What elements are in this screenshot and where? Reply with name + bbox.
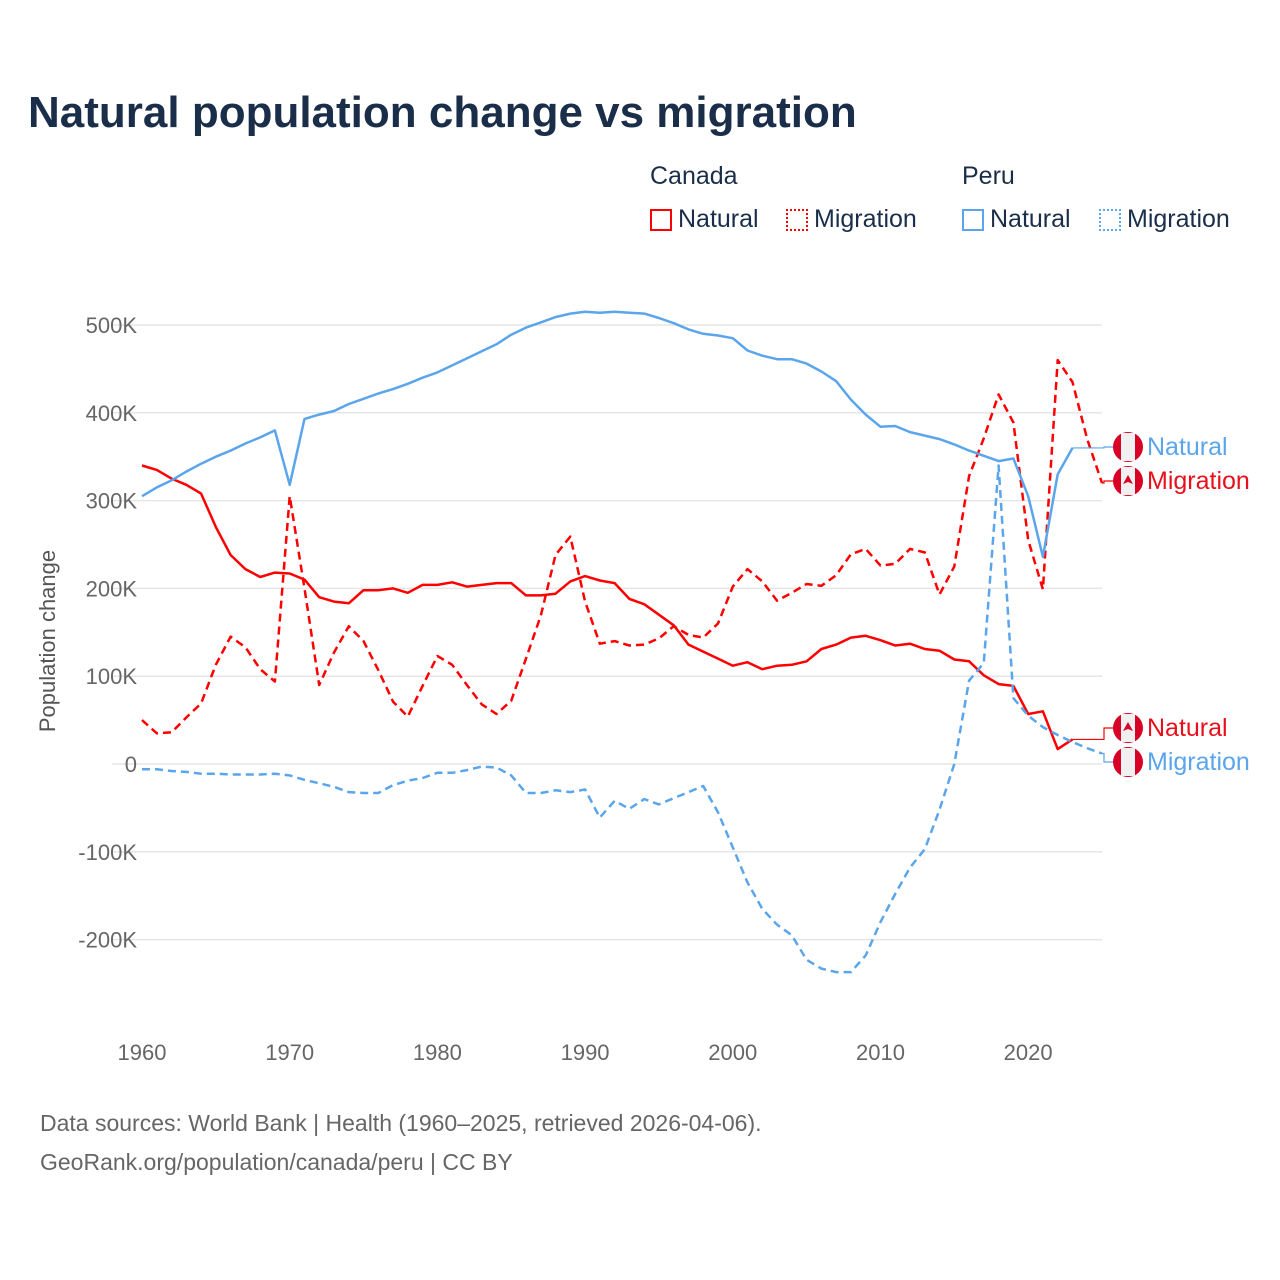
x-tick-label: 2000 <box>708 1040 757 1065</box>
legend-canada-migration[interactable]: Migration <box>786 205 917 234</box>
series-end-label: Natural <box>1147 433 1228 461</box>
x-tick-label: 1970 <box>265 1040 314 1065</box>
x-tick-label: 2010 <box>856 1040 905 1065</box>
legend-canada-natural[interactable]: Natural <box>650 205 759 234</box>
series-end-label: Migration <box>1147 748 1250 776</box>
label-connector <box>1102 752 1114 763</box>
legend-group-canada: Canada <box>650 162 738 190</box>
legend-label: Migration <box>1127 205 1230 233</box>
y-tick-label: 100K <box>86 664 138 689</box>
x-tick-label: 1960 <box>118 1040 167 1065</box>
legend-swatch-solid-blue <box>962 208 984 231</box>
series-end-label: Migration <box>1147 467 1250 495</box>
y-tick-label: -200K <box>78 928 137 953</box>
legend-peru-migration[interactable]: Migration <box>1099 205 1230 234</box>
legend-swatch-dotted-red <box>786 208 808 231</box>
maple-leaf-icon <box>1123 722 1133 731</box>
y-tick-label: 400K <box>86 401 138 426</box>
series-line-peru-migration <box>142 464 1103 974</box>
flag-stripe <box>1121 433 1135 461</box>
legend-group-peru: Peru <box>962 162 1015 190</box>
label-connector <box>1072 446 1114 449</box>
x-tick-label: 1990 <box>561 1040 610 1065</box>
x-tick-label: 1980 <box>413 1040 462 1065</box>
y-tick-label: -100K <box>78 840 137 865</box>
y-tick-label: 500K <box>86 313 138 338</box>
source-line: Data sources: World Bank | Health (1960–… <box>40 1110 762 1136</box>
y-tick-label: 300K <box>86 489 138 514</box>
series-end-label: Natural <box>1147 714 1228 742</box>
y-tick-label: 0 <box>125 752 137 777</box>
series-line-peru-natural <box>141 310 1074 559</box>
legend-label: Migration <box>814 205 917 233</box>
flag-stripe <box>1121 748 1135 776</box>
legend-label: Natural <box>678 205 759 233</box>
series-line-canada-natural <box>141 464 1074 751</box>
legend-swatch-solid-red <box>650 208 672 231</box>
legend-swatch-dotted-blue <box>1099 208 1121 231</box>
y-tick-label: 200K <box>86 576 138 601</box>
series-line-canada-migration <box>141 358 1104 735</box>
x-tick-label: 2020 <box>1004 1040 1053 1065</box>
maple-leaf-icon <box>1123 475 1133 484</box>
source-link[interactable]: GeoRank.org/population/canada/peru | CC … <box>40 1149 513 1175</box>
label-connector <box>1072 727 1114 741</box>
legend-peru-natural[interactable]: Natural <box>962 205 1071 234</box>
legend-label: Natural <box>990 205 1071 233</box>
label-connector <box>1102 480 1114 484</box>
chart-title: Natural population change vs migration <box>28 88 857 137</box>
